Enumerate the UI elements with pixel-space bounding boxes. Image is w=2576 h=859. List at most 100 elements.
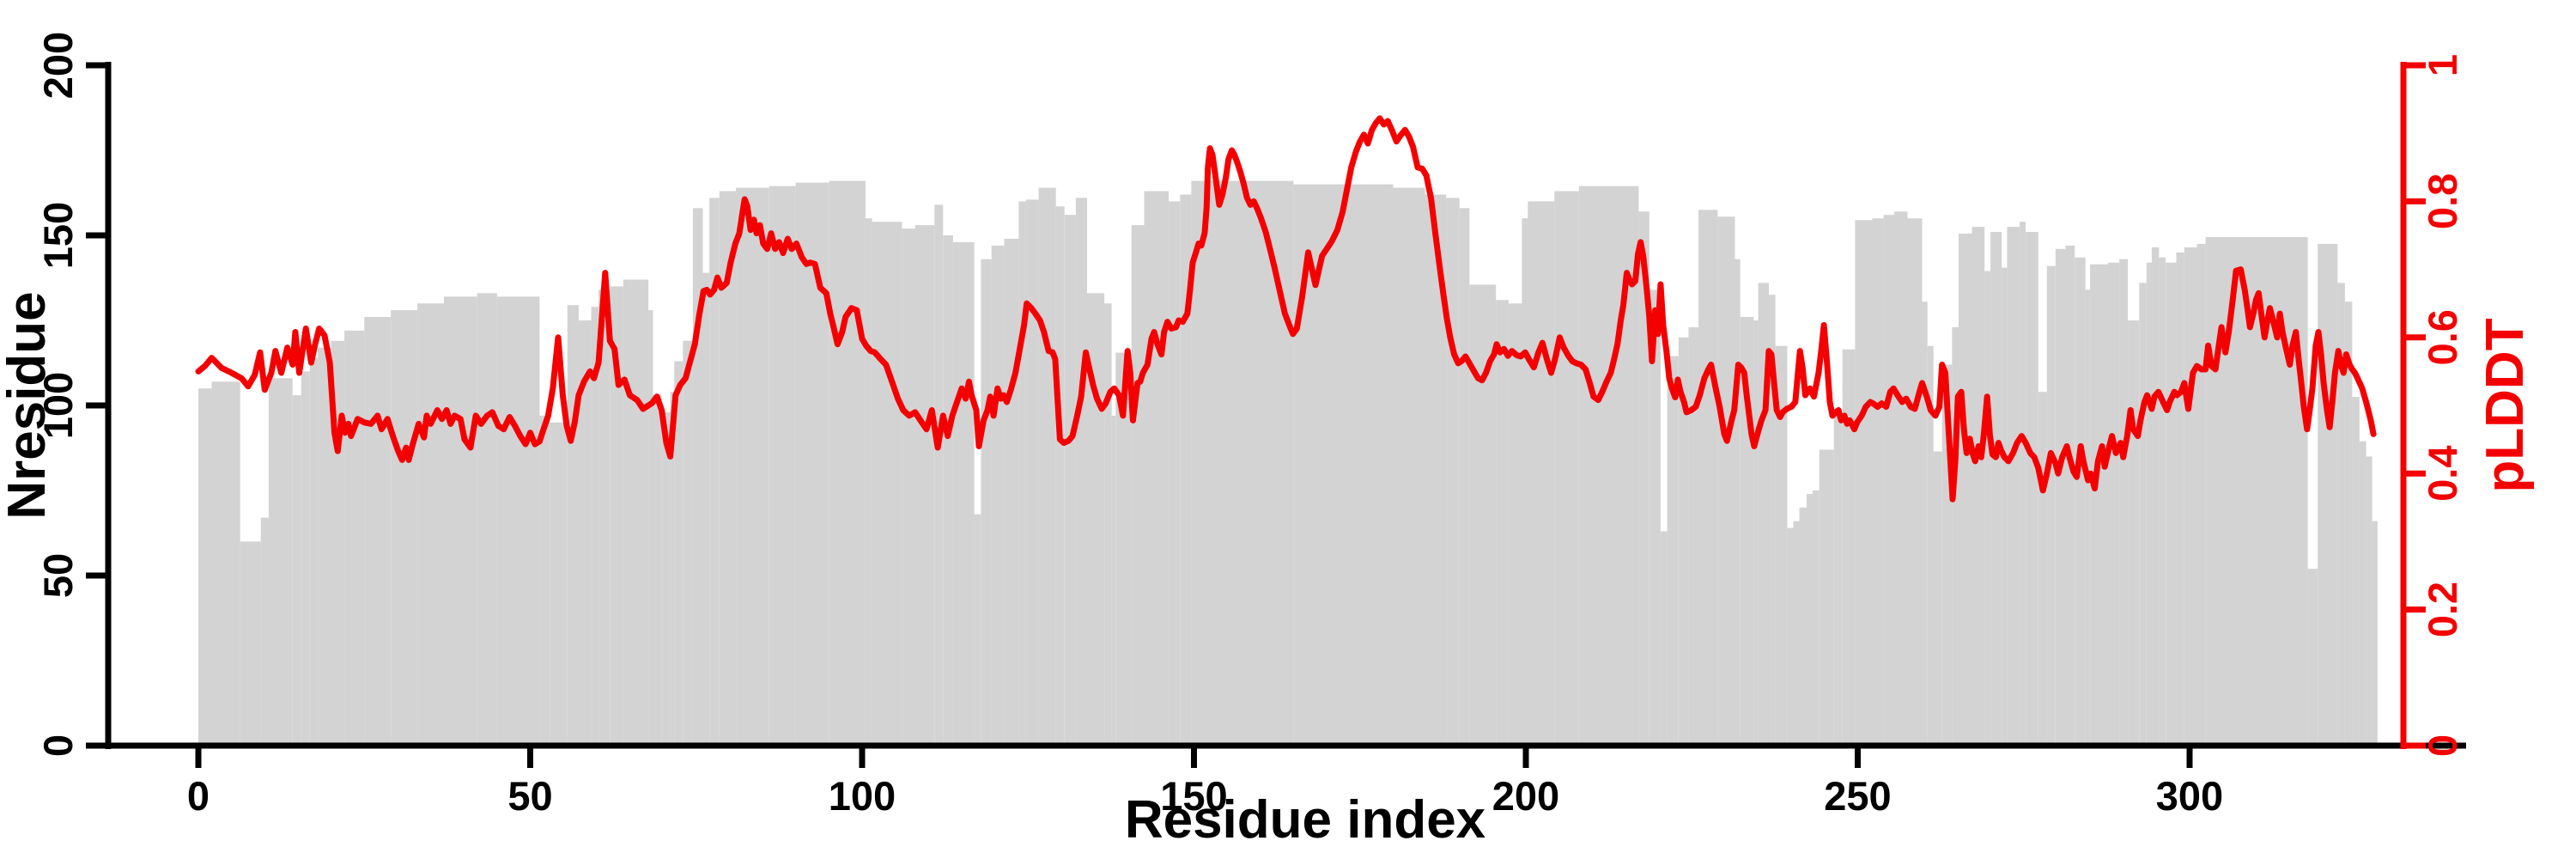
nresidue-bar [610,286,623,746]
nresidue-bar [2366,456,2372,746]
nresidue-bar [653,395,662,746]
nresidue-bar [1169,201,1181,746]
nresidue-bar [444,296,477,746]
nresidue-bar [670,392,675,746]
nresidue-bar [1191,180,1294,746]
nresidue-bar [1293,184,1394,746]
nresidue-bar [1131,225,1145,746]
right-tick-label: 1 [2420,54,2465,76]
nresidue-bar [1984,271,1991,746]
nresidue-bar [2205,237,2308,746]
right-axis-title: pLDDT [2476,318,2535,492]
nresidue-bar [1144,191,1170,746]
nresidue-bar [1180,194,1192,746]
nresidue-bar [1678,337,1689,746]
nresidue-bar [2119,259,2129,746]
nresidue-bar [661,411,671,746]
nresidue-bar [648,310,653,746]
nresidue-bar [709,198,720,746]
nresidue-bar [865,218,872,746]
nresidue-bar [2075,257,2086,746]
right-tick-label: 0.4 [2420,446,2465,502]
left-tick-label: 150 [35,202,81,269]
left-tick-label: 50 [35,553,81,598]
nresidue-bar [692,208,703,746]
nresidue-bar [1522,218,1528,746]
nresidue-bar [952,241,975,746]
nresidue-bar [1907,218,1923,746]
nresidue-bar [2046,265,2056,746]
nresidue-bar [2344,302,2353,746]
nresidue-bar [567,305,579,746]
nresidue-bar [1667,356,1679,746]
nresidue-bar [1971,227,1985,746]
nresidue-bar [1038,187,1056,746]
left-tick-label: 100 [35,372,81,439]
nresidue-bar [1775,345,1788,746]
x-axis-title: Residue index [1125,790,1486,850]
nresidue-bar [1799,507,1807,746]
nresidue-bar [1735,259,1741,746]
nresidue-bar [1115,352,1132,746]
nresidue-bar [496,296,540,746]
nresidue-bar [2337,283,2345,746]
left-tick-label: 200 [35,32,81,99]
nresidue-bar [550,422,568,746]
left-axis-title: Nresidue [0,291,57,519]
nresidue-bar [623,279,649,746]
nresidue-bar [2026,232,2038,746]
nresidue-bar [1812,490,1820,746]
nresidue-bar [292,395,301,746]
nresidue-bar [1842,349,1856,746]
x-tick-label: 200 [1492,773,1559,819]
nresidue-bar [2359,441,2366,746]
nresidue-bar [2372,521,2378,746]
nresidue-bar [2085,289,2090,746]
nresidue-bar [1554,191,1579,746]
nresidue-bar [578,320,592,746]
nresidue-bar [1787,527,1794,746]
nresidue-bar [539,415,550,746]
nresidue-bar [1872,218,1884,746]
nresidue-bar [2038,392,2047,746]
nresidue-bar [2318,243,2338,746]
right-tick-label: 0.6 [2420,309,2465,365]
nresidue-bar [1075,198,1087,746]
nresidue-bar [1446,198,1460,746]
nresidue-bar [391,310,418,746]
nresidue-bar [1638,211,1649,746]
nresidue-bar [2196,243,2206,746]
nresidue-bar [344,330,365,746]
nresidue-bar [1807,494,1813,746]
nresidue-bar [1025,199,1039,746]
x-tick-label: 300 [2156,773,2223,819]
nresidue-bar [1833,415,1843,746]
nresidue-bar [795,182,829,746]
nresidue-bar [1459,208,1470,746]
nresidue-bar [2176,252,2184,746]
nresidue-bar [736,187,769,746]
left-tick-label: 0 [35,734,81,757]
nresidue-bar [829,180,866,746]
nresidue-bar [301,371,310,746]
nresidue-bar [1004,239,1019,746]
plddt-line [195,115,2377,503]
nresidue-bar [1698,210,1718,746]
right-tick-label: 0 [2420,734,2465,757]
nresidue-bar [268,378,293,746]
nresidue-bar [1922,302,1928,746]
nresidue-bar [1717,216,1735,746]
nresidue-bar [1819,449,1834,746]
nresidue-bar [1508,303,1522,746]
nresidue-bar [1064,215,1076,746]
nresidue-bar [364,317,392,746]
nresidue-bar [1959,234,1972,746]
nresidue-bar [198,388,212,746]
nresidue-bar [1894,211,1908,746]
nresidue-bar [1768,295,1776,746]
nresidue-bar [943,235,953,746]
nresidue-bar [1393,187,1425,746]
nresidue-bar [683,340,693,746]
